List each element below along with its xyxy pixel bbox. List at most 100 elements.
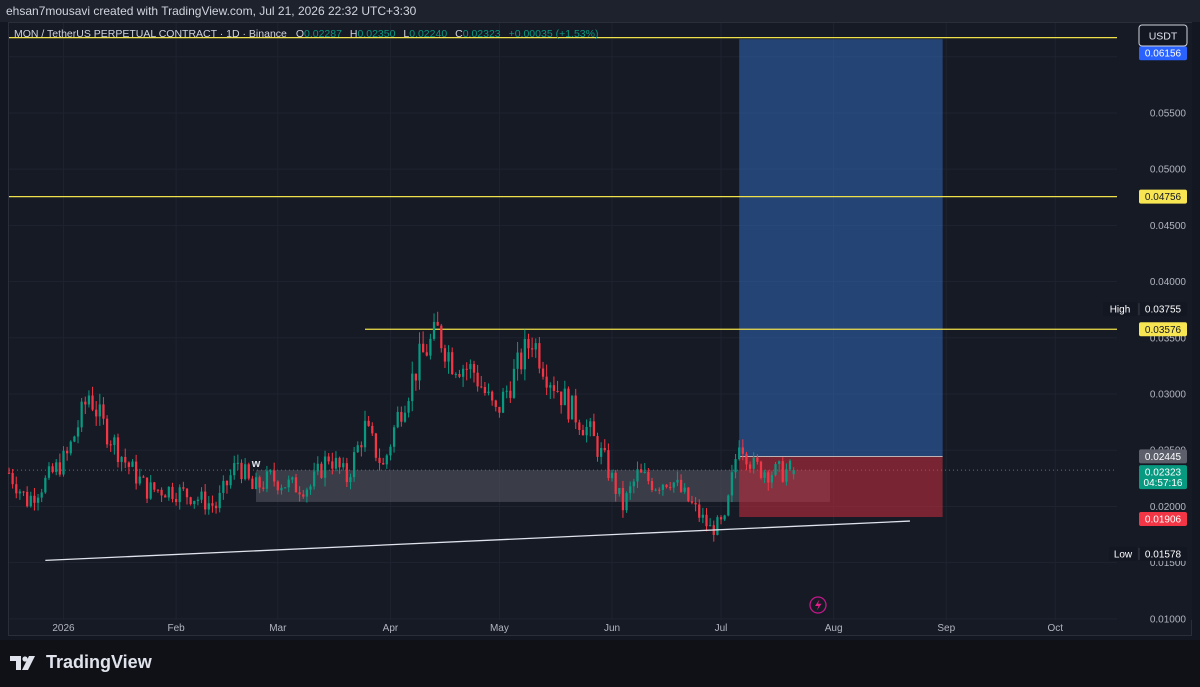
symbol-name: MON / TetherUS PERPETUAL CONTRACT · 1D ·… (14, 28, 287, 40)
time-tick-label: Jun (604, 623, 620, 634)
candle-body (240, 462, 243, 480)
candle-body (767, 472, 770, 483)
candle-body (501, 391, 505, 413)
currency-button-label[interactable]: USDT (1149, 31, 1178, 43)
time-axis[interactable]: 2026 Feb Mar Apr May Jun Jul Aug Sep Oct (52, 623, 1063, 634)
candles (7, 311, 795, 542)
top-bar: ehsan7mousavi created with TradingView.c… (0, 0, 1200, 22)
price-label: 0.06156 (1145, 49, 1182, 60)
candle-body (309, 486, 312, 490)
tradingview-logo[interactable]: TradingView (10, 652, 152, 673)
trendline-group (45, 520, 910, 562)
candle-body (273, 470, 276, 482)
candle-body (530, 348, 534, 350)
candle-body (589, 421, 592, 427)
price-tag-bg (1109, 546, 1137, 561)
price-tick-label: 0.02000 (1150, 502, 1187, 513)
candle-body (788, 460, 792, 470)
price-label: 0.02323 (1145, 468, 1182, 479)
candle-body (371, 425, 374, 434)
candle-body (585, 426, 588, 436)
candle-body (563, 388, 566, 406)
candle-body (723, 515, 726, 520)
candle-body (716, 517, 719, 535)
candle-body (62, 450, 65, 475)
candle-body (618, 487, 621, 494)
candle-body (461, 368, 465, 377)
candle-body (244, 464, 247, 480)
candle-body (610, 472, 614, 479)
candle-body (781, 461, 784, 482)
candle-body (621, 487, 625, 511)
candle-body (356, 445, 359, 453)
lightning-icon[interactable] (809, 596, 827, 614)
candle-body (73, 436, 76, 442)
candle-body (58, 462, 61, 475)
candle-body (313, 471, 316, 487)
candle-body (774, 464, 777, 476)
candle-body (149, 482, 152, 499)
change-value: +0.00035 (+1.53%) (509, 28, 599, 40)
price-labels: 0.061700.061560.047560.03755High0.035760… (1103, 30, 1187, 561)
price-tag-bg (1103, 302, 1137, 317)
candle-body (785, 469, 788, 482)
candle-body (741, 447, 744, 454)
candle-body (95, 409, 98, 417)
candle-body (135, 461, 138, 484)
candle-body (196, 499, 200, 501)
candle-body (305, 489, 309, 497)
candle-body (55, 462, 58, 472)
candle-body (505, 390, 508, 392)
candle-body (483, 387, 487, 394)
candle-body (352, 452, 356, 478)
candle-body (516, 352, 519, 369)
candle-body (334, 457, 338, 469)
price-label-bg (1139, 322, 1187, 337)
candle-body (520, 352, 523, 370)
candle-body (124, 456, 127, 463)
candle-body (218, 492, 221, 509)
candle-body (247, 464, 250, 479)
candle-body (167, 486, 170, 498)
candle-body (331, 461, 334, 469)
candle-body (251, 478, 254, 489)
time-tick-label: Mar (269, 623, 287, 634)
currency-button[interactable]: USDT (1138, 24, 1188, 47)
candle-body (363, 420, 367, 448)
candle-body (254, 477, 258, 489)
candle-body (174, 498, 178, 503)
price-label: 0.04756 (1145, 192, 1182, 203)
candle-body (538, 343, 541, 369)
candle-body (116, 437, 120, 462)
candle-body (396, 411, 399, 428)
candle-body (142, 476, 145, 478)
candle-body (650, 481, 654, 491)
price-tick-label: 0.05500 (1150, 108, 1187, 119)
high-label: H (350, 28, 358, 40)
close-label: C (455, 28, 463, 40)
candle-body (443, 348, 447, 362)
candle-body (643, 472, 646, 474)
time-tick-label: Jul (715, 623, 728, 634)
candle-body (26, 491, 29, 507)
candle-body (105, 418, 109, 445)
candle-body (211, 503, 214, 506)
symbol-legend: MON / TetherUS PERPETUAL CONTRACT · 1D ·… (14, 28, 598, 40)
candle-body (705, 514, 708, 527)
candle-body (447, 352, 450, 362)
candle-body (458, 373, 461, 377)
candle-body (236, 462, 239, 464)
candle-body (145, 477, 149, 499)
candle-body (382, 462, 385, 465)
time-tick-label: May (490, 623, 509, 634)
candle-body (451, 352, 454, 374)
candle-body (29, 495, 32, 507)
time-tick-label: Feb (167, 623, 185, 634)
candle-body (102, 404, 105, 419)
candle-body (258, 477, 261, 488)
price-label-bg (1139, 189, 1187, 204)
candle-body (91, 395, 94, 410)
candle-body (69, 441, 72, 454)
chart[interactable]: 0.060000.055000.050000.045000.040000.035… (0, 0, 1200, 640)
candle-body (629, 486, 632, 494)
